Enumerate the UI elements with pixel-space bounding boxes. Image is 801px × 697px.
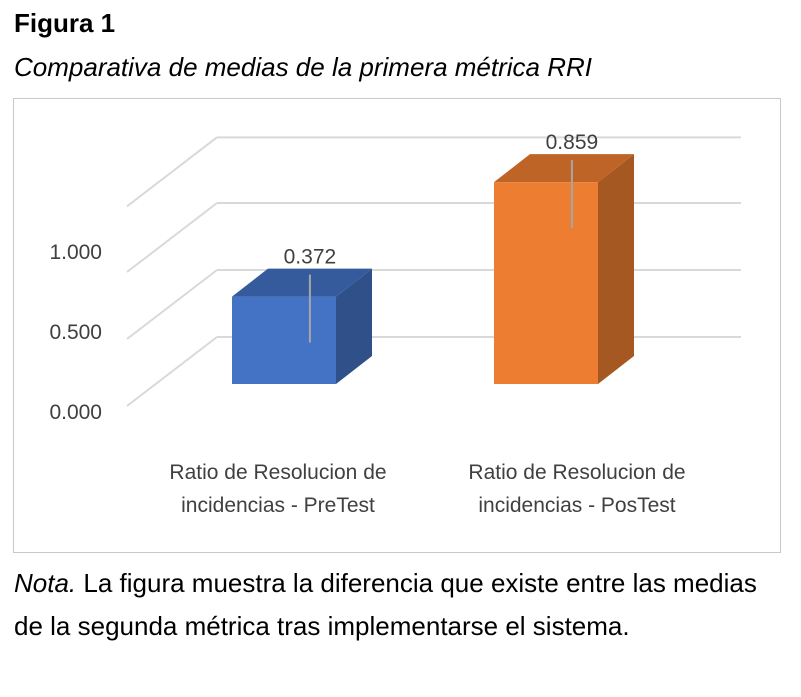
y-tick-label: 0.000 <box>49 401 102 424</box>
data-label: 0.372 <box>284 246 337 269</box>
category-label: Ratio de Resolucion de <box>468 461 685 484</box>
bar-top <box>494 154 634 183</box>
y-tick-label: 1.000 <box>49 241 102 264</box>
category-label: Ratio de Resolucion de <box>169 461 386 484</box>
category-label: incidencias - PosTest <box>478 494 675 517</box>
bar-side <box>336 268 372 384</box>
figure-label: Figura 1 <box>14 8 116 38</box>
gridline-diagonal <box>126 202 218 273</box>
bar <box>232 296 336 384</box>
chart-area: 0.000 0.500 1.000 0.372 Ratio de Resolucion … <box>13 98 781 553</box>
note-text: La figura muestra la diferencia que exis… <box>14 568 757 641</box>
y-tick-label: 0.500 <box>49 321 102 344</box>
gridline-diagonal <box>126 136 218 208</box>
note-prefix: Nota. <box>14 568 77 598</box>
bar-top <box>232 268 372 297</box>
chart-svg: 0.000 0.500 1.000 0.372 Ratio de Resolucion … <box>49 131 741 517</box>
data-label: 0.859 <box>546 131 599 154</box>
bar-side <box>598 154 634 384</box>
category-label: incidencias - PreTest <box>181 494 375 517</box>
gridline-diagonal <box>126 269 218 340</box>
bar <box>494 182 598 384</box>
gridline-diagonal <box>126 336 218 407</box>
figure-caption: Comparativa de medias de la primera métr… <box>14 52 592 82</box>
note-paragraph: Nota. La figura muestra la diferencia qu… <box>14 562 784 648</box>
